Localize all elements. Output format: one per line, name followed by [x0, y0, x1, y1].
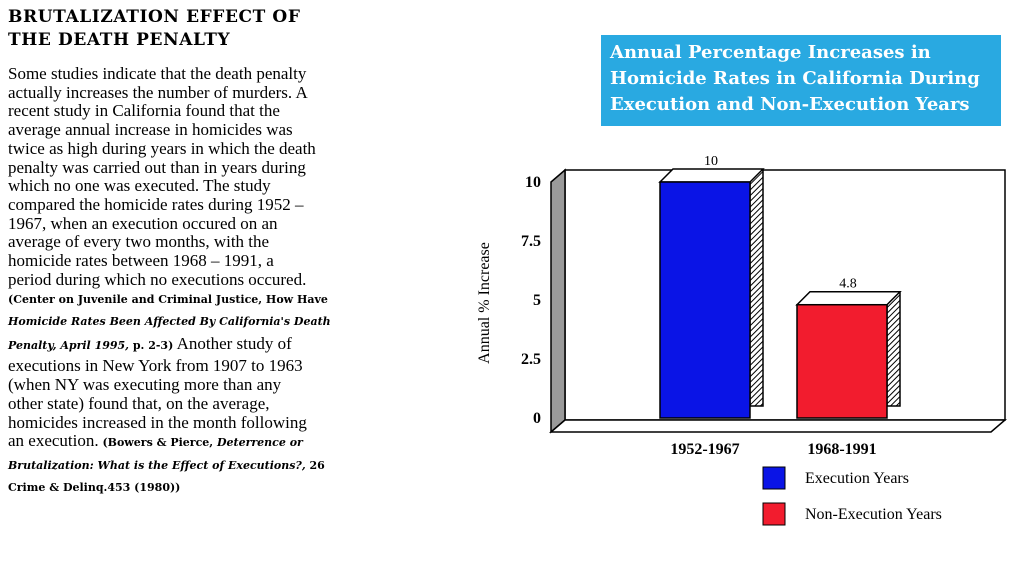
heading-line-1: BRUTALIZATION EFFECT OF: [8, 7, 301, 27]
y-axis-label: Annual % Increase: [476, 242, 493, 364]
body-text-inline: an execution.: [8, 431, 99, 451]
body-text-inline: Another study of: [173, 334, 292, 354]
y-tick-label: 10: [525, 174, 541, 191]
body-line: homicide rates between 1968 – 1991, a: [8, 251, 274, 271]
chart-left-wall: [550, 168, 566, 434]
bar: [796, 303, 888, 419]
chart-title-line: Execution and Non-Execution Years: [610, 94, 970, 115]
legend-swatch: [762, 466, 786, 490]
citation-text: (Bowers & Pierce,: [98, 436, 217, 450]
bar-top: [795, 290, 902, 306]
legend-label: Execution Years: [805, 470, 909, 487]
body-line: other state) found that, on the average,: [8, 393, 270, 413]
bar-top: [658, 168, 765, 183]
body-line: recent study in California found that th…: [8, 101, 280, 121]
bar-side: [886, 291, 901, 407]
article-body: Some studies indicate that the death pen…: [8, 64, 418, 499]
article-heading: BRUTALIZATION EFFECT OF THE DEATH PENALT…: [8, 6, 418, 52]
y-tick-label: 7.5: [521, 233, 541, 250]
y-tick-label: 0: [533, 410, 541, 427]
body-line: 1967, when an execution occured on an: [8, 213, 278, 233]
citation-line: (Center on Juvenile and Criminal Justice…: [8, 293, 328, 307]
bar-side: [749, 169, 764, 407]
x-tick-label: 1968-1991: [807, 441, 876, 458]
body-line: which no one was executed. The study: [8, 176, 271, 196]
bar-chart: 0 2.5 5 7.5 10 Annual % Increase 10 1952-1967 4.…: [476, 154, 1008, 526]
bar: [659, 181, 751, 419]
body-line: compared the homicide rates during 1952 …: [8, 194, 304, 214]
body-line: homicides increased in the month followi…: [8, 412, 307, 432]
citation-italic: Deterrence or: [216, 436, 303, 450]
body-line: (when NY was executing more than any: [8, 375, 282, 395]
citation-line: Homicide Rates Been Affected By Californ…: [8, 315, 331, 329]
chart-floor: [548, 419, 1008, 433]
y-tick-label: 2.5: [521, 351, 541, 368]
chart-title-line: Homicide Rates in California During: [610, 68, 980, 89]
citation-line: Brutalization: What is the Effect of Exe…: [8, 453, 418, 477]
body-line: Some studies indicate that the death pen…: [8, 64, 307, 83]
body-line: average annual increase in homicides was: [8, 120, 293, 140]
x-tick-label: 1952-1967: [670, 441, 739, 458]
bar-value-label: 10: [704, 154, 718, 169]
bar-value-label: 4.8: [839, 277, 857, 292]
body-line: penalty was carried out than in years du…: [8, 157, 306, 177]
body-line: actually increases the number of murders…: [8, 82, 308, 102]
citation-line: Crime & Delinq.453 (1980)): [8, 480, 181, 494]
citation-text: p. 2-3): [129, 339, 174, 353]
body-line: average of every two months, with the: [8, 232, 270, 252]
citation-text: 26: [305, 458, 325, 472]
citation-italic: Penalty, April 1995,: [8, 339, 130, 353]
chart-title: Annual Percentage Increases in Homicide …: [601, 35, 1001, 126]
y-tick-label: 5: [533, 292, 541, 309]
citation-italic: Brutalization: What is the Effect of Exe…: [8, 458, 306, 472]
body-line: period during which no executions occure…: [8, 269, 307, 289]
chart-back-wall: [564, 169, 1006, 421]
heading-line-2: THE DEATH PENALTY: [8, 30, 231, 50]
citation-line: Penalty, April 1995, p. 2-3) Another stu…: [8, 333, 418, 357]
legend-label: Non-Execution Years: [805, 506, 942, 523]
body-line: an execution. (Bowers & Pierce, Deterren…: [8, 431, 418, 453]
body-line: twice as high during years in which the …: [8, 138, 316, 158]
chart-title-line: Annual Percentage Increases in: [610, 42, 931, 63]
body-line: executions in New York from 1907 to 1963: [8, 356, 303, 376]
legend-swatch: [762, 502, 786, 526]
article: BRUTALIZATION EFFECT OF THE DEATH PENALT…: [8, 6, 418, 499]
